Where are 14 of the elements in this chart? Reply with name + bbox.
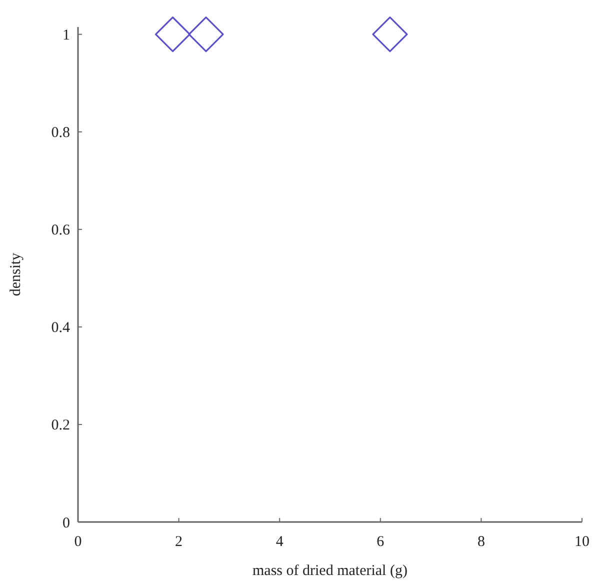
x-tick-label: 0	[74, 534, 82, 550]
x-axis-title: mass of dried material (g)	[252, 563, 408, 579]
x-tick-label: 8	[477, 534, 485, 550]
y-tick-label: 0.6	[51, 222, 70, 239]
y-tick-label: 0.2	[51, 418, 70, 434]
y-tick-label: 1	[62, 28, 70, 44]
x-tick-label: 2	[175, 534, 183, 550]
y-tick-label: 0.8	[51, 125, 70, 142]
x-tick-label: 10	[574, 534, 590, 550]
x-tick-label: 4	[276, 534, 284, 550]
y-tick-label: 0	[62, 515, 70, 532]
x-tick-label: 6	[376, 534, 385, 550]
y-axis-title: density	[8, 252, 24, 296]
y-tick-label: 0.4	[51, 320, 70, 336]
